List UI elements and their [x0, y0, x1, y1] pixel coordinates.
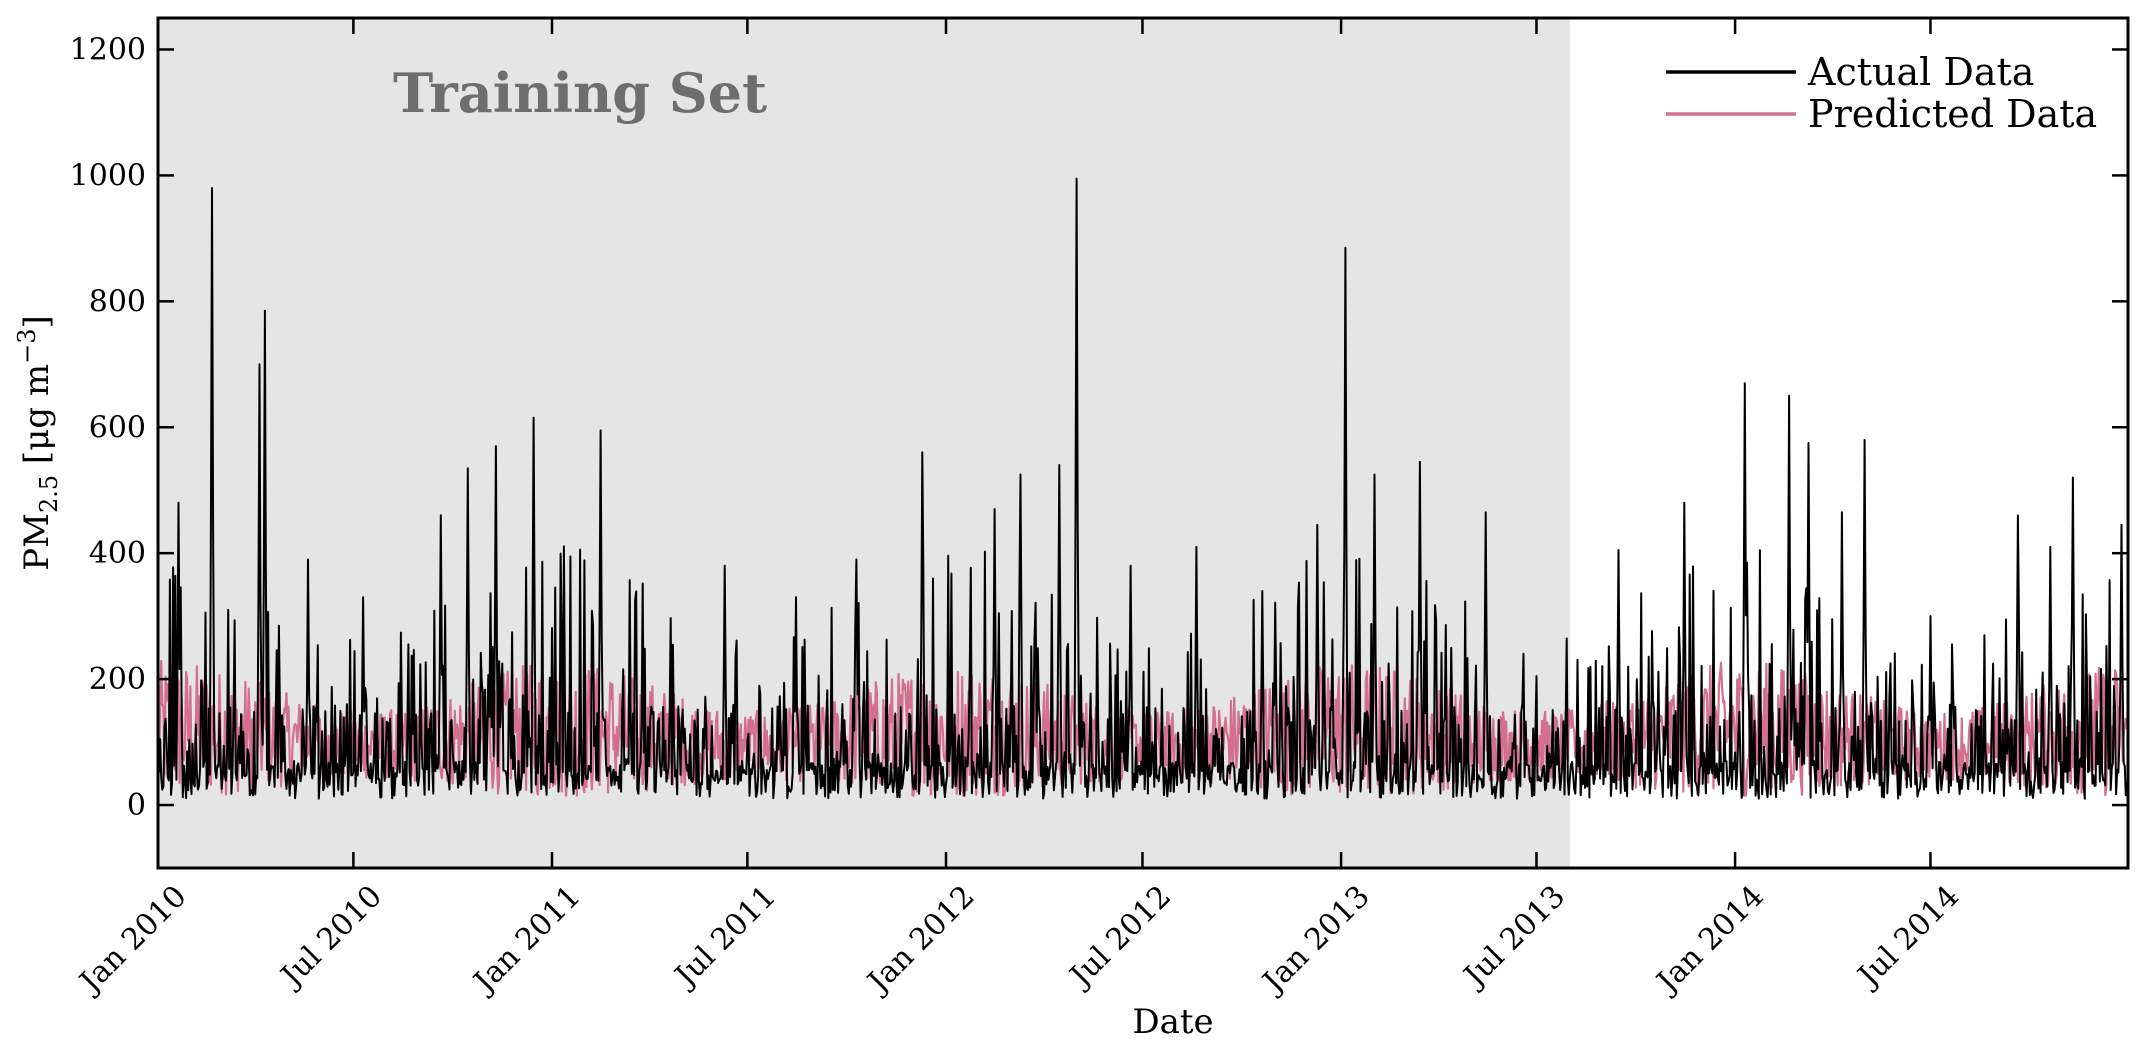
actual-line	[157, 177, 2129, 800]
y-tick-label: 400	[89, 536, 146, 571]
x-tick-label: Jan 2012	[859, 879, 981, 1001]
y-tick-label: 1000	[70, 158, 146, 193]
y-tick-label: 800	[89, 284, 146, 319]
x-tick-label: Jan 2014	[1648, 879, 1770, 1001]
y-tick-label: 1200	[70, 32, 146, 67]
legend-label: Predicted Data	[1808, 92, 2097, 136]
y-tick-label: 0	[127, 788, 146, 823]
x-tick-label: Jul 2014	[1850, 879, 1967, 996]
x-tick-label: Jul 2012	[1062, 879, 1179, 996]
training-set-label: Training Set	[393, 61, 767, 125]
x-axis-title: Date	[1132, 1002, 1213, 1042]
y-axis-title: PM2.5 [μg m−3]	[13, 315, 63, 571]
x-tick-label: Jul 2011	[666, 879, 783, 996]
x-tick-label: Jan 2011	[465, 879, 587, 1001]
y-tick-label: 200	[89, 662, 146, 697]
x-tick-label: Jul 2013	[1456, 879, 1573, 996]
x-tick-label: Jan 2013	[1254, 879, 1376, 1001]
x-tick-label: Jul 2010	[272, 879, 389, 996]
y-tick-label: 600	[89, 410, 146, 445]
actual-series	[157, 177, 2129, 800]
legend-label: Actual Data	[1807, 50, 2034, 94]
x-tick-label: Jan 2010	[71, 879, 193, 1001]
